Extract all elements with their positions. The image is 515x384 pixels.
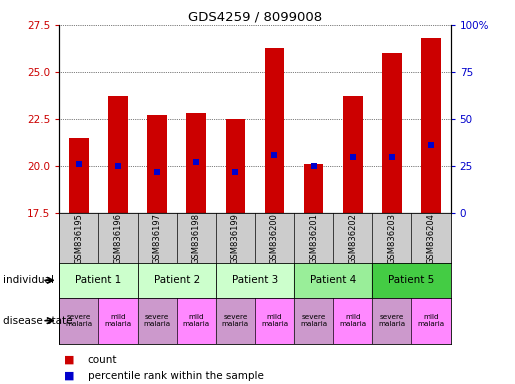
Text: severe
malaria: severe malaria [144, 314, 170, 327]
Text: GSM836196: GSM836196 [113, 213, 123, 263]
Bar [294, 263, 372, 298]
Text: GSM836204: GSM836204 [426, 213, 436, 263]
Text: GSM836200: GSM836200 [270, 213, 279, 263]
Text: mild
malaria: mild malaria [105, 314, 131, 327]
Text: GSM836198: GSM836198 [192, 213, 201, 263]
Text: GSM836203: GSM836203 [387, 213, 397, 263]
Bar [343, 96, 363, 213]
Text: disease state: disease state [3, 316, 72, 326]
Bar [372, 298, 411, 344]
Bar [186, 113, 206, 213]
Bar [216, 263, 294, 298]
Bar [108, 96, 128, 213]
Text: percentile rank within the sample: percentile rank within the sample [88, 371, 264, 381]
Text: severe
malaria: severe malaria [222, 314, 249, 327]
Text: Patient 4: Patient 4 [310, 275, 356, 285]
Bar [98, 298, 138, 344]
Bar [265, 48, 284, 213]
Text: count: count [88, 355, 117, 365]
Text: mild
malaria: mild malaria [183, 314, 210, 327]
Bar [255, 298, 294, 344]
Text: severe
malaria: severe malaria [65, 314, 92, 327]
Text: mild
malaria: mild malaria [418, 314, 444, 327]
Text: GSM836201: GSM836201 [309, 213, 318, 263]
Bar [226, 119, 245, 213]
Bar [382, 53, 402, 213]
Text: GSM836202: GSM836202 [348, 213, 357, 263]
Title: GDS4259 / 8099008: GDS4259 / 8099008 [188, 11, 322, 24]
Bar [333, 298, 372, 344]
Text: individual: individual [3, 275, 54, 285]
Text: ■: ■ [64, 371, 75, 381]
Bar [372, 263, 451, 298]
Text: Patient 1: Patient 1 [75, 275, 122, 285]
Text: GSM836195: GSM836195 [74, 213, 83, 263]
Text: GSM836197: GSM836197 [152, 213, 162, 263]
Bar [147, 115, 167, 213]
Bar [138, 298, 177, 344]
Bar [216, 298, 255, 344]
Text: ■: ■ [64, 355, 75, 365]
Bar [411, 298, 451, 344]
Text: Patient 2: Patient 2 [153, 275, 200, 285]
Bar [177, 298, 216, 344]
Bar [59, 263, 138, 298]
Text: mild
malaria: mild malaria [261, 314, 288, 327]
Bar [69, 138, 89, 213]
Text: mild
malaria: mild malaria [339, 314, 366, 327]
Text: Patient 5: Patient 5 [388, 275, 435, 285]
Text: GSM836199: GSM836199 [231, 213, 240, 263]
Text: severe
malaria: severe malaria [379, 314, 405, 327]
Bar [304, 164, 323, 213]
Text: Patient 3: Patient 3 [232, 275, 278, 285]
Text: severe
malaria: severe malaria [300, 314, 327, 327]
Bar [138, 263, 216, 298]
Bar [294, 298, 333, 344]
Bar [421, 38, 441, 213]
Bar [59, 298, 98, 344]
